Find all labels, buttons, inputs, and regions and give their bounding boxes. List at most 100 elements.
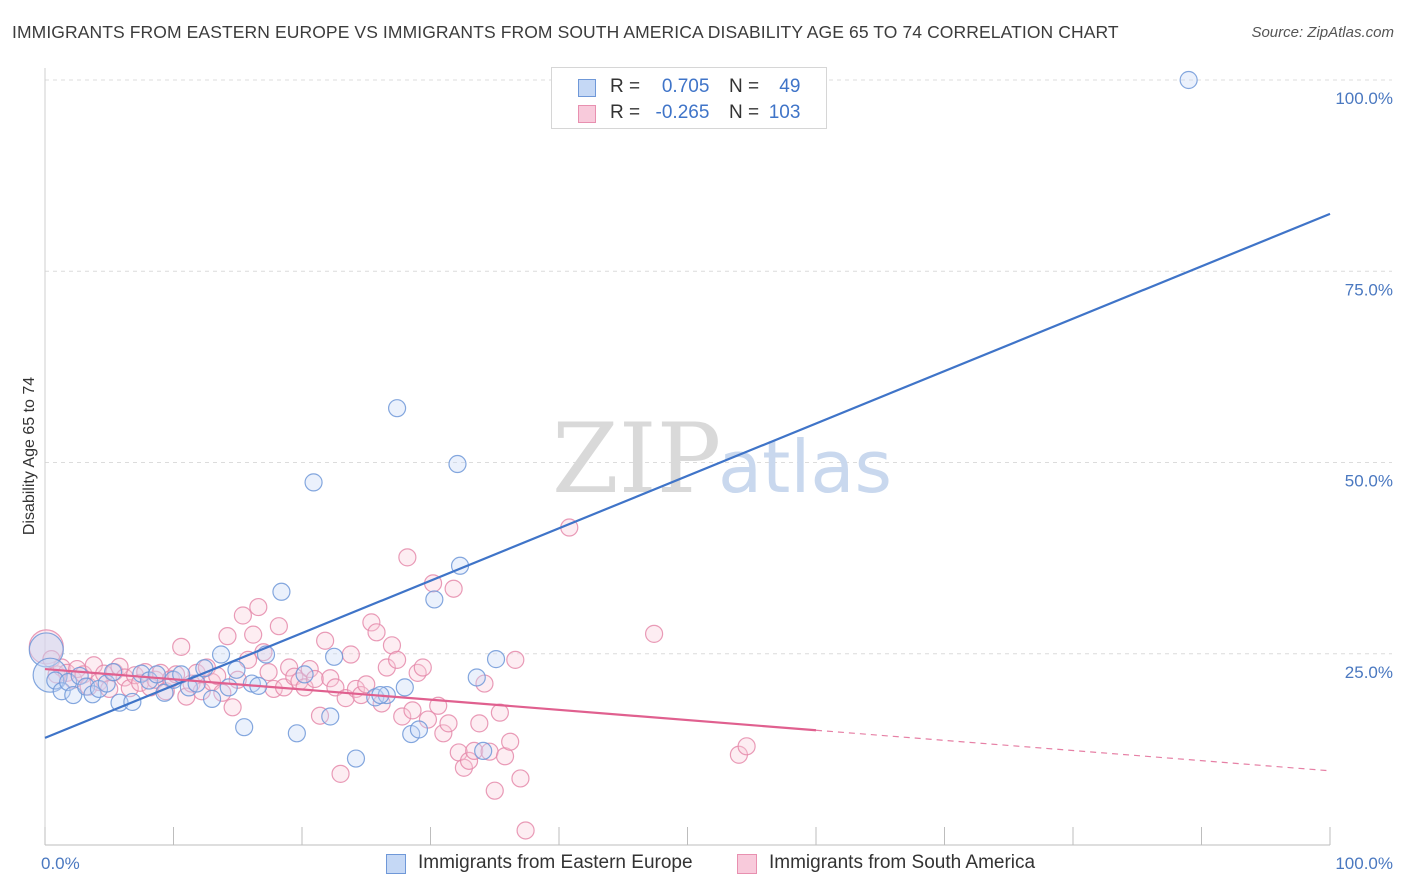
data-point-south-america: [367, 623, 386, 642]
south-america-points: [28, 518, 756, 840]
data-point-south-america: [377, 658, 396, 677]
data-point-eastern-europe: [448, 454, 467, 474]
data-point-eastern-europe: [474, 741, 493, 761]
chart-source: Source: ZipAtlas.com: [1251, 24, 1394, 41]
data-point-south-america: [444, 579, 463, 598]
data-point-south-america: [393, 707, 412, 726]
data-point-south-america: [511, 769, 530, 788]
tick-labels: 25.0% 50.0% 75.0% 100.0% 0.0% 100.0%: [41, 89, 1393, 873]
legend-r-value: 0.705: [661, 76, 710, 97]
data-point-eastern-europe: [1179, 70, 1198, 90]
data-point-south-america: [413, 658, 432, 677]
data-point-south-america: [418, 710, 438, 729]
y-tick-label: 50.0%: [1345, 472, 1393, 491]
legend-n-value: 103: [768, 102, 801, 123]
data-point-eastern-europe: [104, 663, 123, 682]
data-point-eastern-europe: [304, 473, 323, 492]
legend-swatch-pink: [737, 854, 757, 874]
data-point-south-america: [470, 714, 489, 733]
y-tick-label: 75.0%: [1345, 280, 1393, 299]
trend-line-south-america: [44, 667, 817, 732]
x-tick-label: 0.0%: [41, 854, 80, 873]
x-tick-label: 100.0%: [1335, 854, 1393, 873]
legend-label-south-america: Immigrants from South America: [769, 852, 1036, 873]
data-point-south-america: [506, 650, 525, 669]
data-point-south-america: [485, 781, 504, 800]
data-point-south-america: [387, 650, 407, 669]
data-point-south-america: [737, 737, 756, 756]
data-point-south-america: [172, 637, 191, 656]
data-point-eastern-europe: [387, 399, 407, 418]
data-point-south-america: [269, 617, 288, 636]
data-point-south-america: [310, 706, 330, 725]
data-point-south-america: [305, 669, 324, 689]
data-point-south-america: [357, 675, 376, 694]
axis-layer: [44, 68, 1331, 846]
watermark: ZIP atlas: [552, 403, 892, 515]
data-point-south-america: [439, 714, 458, 733]
data-point-eastern-europe: [395, 678, 414, 697]
data-point-eastern-europe: [287, 724, 306, 743]
data-point-eastern-europe: [325, 647, 344, 666]
data-point-eastern-europe: [486, 650, 506, 669]
data-point-eastern-europe: [211, 645, 231, 664]
data-point-south-america: [218, 627, 237, 646]
data-point-south-america: [238, 650, 258, 669]
trend-line-eastern-europe: [44, 212, 1331, 739]
data-point-south-america: [233, 606, 252, 625]
data-point-south-america: [223, 698, 242, 717]
data-point-eastern-europe: [295, 665, 314, 684]
data-point-eastern-europe: [219, 678, 238, 697]
data-point-south-america: [501, 732, 520, 751]
data-point-south-america: [316, 631, 335, 650]
legend-swatch-pink: [578, 105, 596, 123]
data-point-eastern-europe: [202, 689, 222, 708]
data-point-eastern-europe: [235, 718, 254, 737]
data-point-south-america: [259, 663, 278, 682]
eastern-europe-points: [28, 70, 1198, 768]
legend-swatch-blue: [578, 79, 596, 97]
data-point-south-america: [321, 669, 340, 688]
legend-r-value: -0.265: [655, 102, 710, 123]
data-point-eastern-europe: [147, 665, 166, 684]
watermark-atlas: atlas: [718, 425, 892, 509]
data-point-south-america: [459, 751, 479, 770]
data-point-eastern-europe: [425, 590, 444, 609]
data-point-eastern-europe: [227, 660, 246, 679]
data-point-south-america: [398, 548, 417, 567]
grid-layer: [45, 79, 1392, 655]
data-point-eastern-europe: [321, 707, 340, 726]
legend-label-eastern-europe: Immigrants from Eastern Europe: [418, 852, 693, 873]
data-point-south-america: [516, 821, 535, 840]
trend-line-south-america-extrapolated: [815, 729, 1331, 772]
data-point-south-america: [331, 764, 350, 783]
data-point-south-america: [362, 613, 381, 632]
data-point-eastern-europe: [52, 682, 71, 701]
data-point-eastern-europe: [346, 749, 366, 768]
data-point-eastern-europe: [97, 674, 116, 693]
legend-n-label: N =: [729, 76, 760, 97]
data-point-south-america: [408, 663, 427, 682]
data-point-south-america: [644, 624, 664, 643]
data-point-eastern-europe: [64, 685, 83, 705]
y-tick-label: 100.0%: [1335, 89, 1393, 108]
data-point-south-america: [300, 659, 319, 679]
data-point-eastern-europe: [467, 668, 486, 687]
legend-r-label: R =: [610, 102, 641, 123]
data-point-south-america: [341, 645, 360, 664]
data-point-south-america: [244, 625, 263, 644]
series-legend: Immigrants from Eastern Europe Immigrant…: [0, 852, 1406, 878]
watermark-zip: ZIP: [552, 403, 721, 515]
data-point-south-america: [280, 658, 299, 677]
y-axis-label: Disability Age 65 to 74: [21, 377, 38, 535]
stats-legend: R = 0.705 N = 49 R = -0.265 N = 103: [551, 67, 827, 129]
y-tick-label: 25.0%: [1345, 663, 1393, 682]
legend-swatch-blue: [386, 854, 406, 874]
data-point-south-america: [249, 597, 268, 617]
legend-n-value: 49: [779, 76, 801, 97]
data-point-south-america: [434, 724, 453, 743]
legend-r-label: R =: [610, 76, 641, 97]
data-point-south-america: [403, 701, 422, 720]
data-point-eastern-europe: [409, 720, 429, 739]
data-point-eastern-europe: [272, 582, 291, 601]
